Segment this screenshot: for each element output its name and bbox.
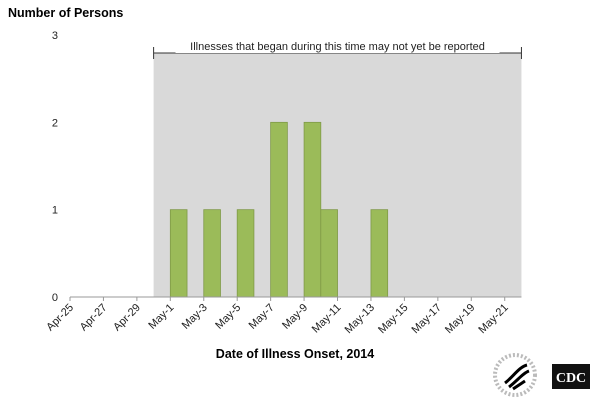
y-tick-label: 1 (52, 205, 58, 217)
x-tick-label: May-13 (343, 302, 377, 336)
bar (236, 209, 255, 298)
x-tick-label: May-7 (247, 302, 277, 332)
svg-text:CDC: CDC (556, 371, 586, 386)
y-axis-title: Number of Persons (8, 6, 123, 20)
hhs-logo (493, 353, 537, 397)
x-tick-label: Apr-25 (44, 302, 76, 334)
bar (370, 209, 389, 298)
bar (169, 209, 188, 298)
y-tick-label: 2 (52, 117, 58, 129)
bar (320, 209, 338, 298)
x-tick-label: May-21 (476, 302, 510, 336)
x-tick-label: May-11 (310, 302, 344, 336)
shaded-label-bg (175, 40, 500, 53)
cdc-logo: CDC (552, 364, 590, 389)
y-tick-label: 3 (52, 30, 58, 42)
x-tick-label: Apr-29 (111, 302, 143, 334)
x-tick-label: May-17 (410, 302, 444, 336)
x-tick-label: Apr-27 (78, 302, 110, 334)
bar (270, 121, 288, 298)
x-axis-title: Date of Illness Onset, 2014 (216, 347, 374, 361)
shaded-region-label: Illnesses that began during this time ma… (190, 41, 485, 53)
x-tick-label: May-19 (443, 302, 477, 336)
x-tick-label: May-1 (146, 302, 176, 332)
bar (203, 209, 221, 298)
x-tick-label: May-15 (376, 302, 410, 336)
x-tick-label: May-3 (180, 302, 210, 332)
bar (303, 121, 322, 298)
x-tick-label: May-9 (280, 302, 310, 332)
x-tick-label: May-5 (213, 302, 243, 332)
y-tick-label: 0 (52, 292, 58, 304)
